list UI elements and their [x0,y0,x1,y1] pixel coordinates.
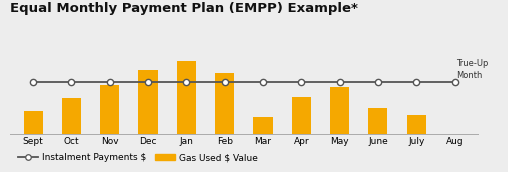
Bar [215,73,234,134]
Text: Equal Monthly Payment Plan (EMPP) Example*: Equal Monthly Payment Plan (EMPP) Exampl… [10,2,358,15]
Bar [330,87,349,134]
Bar [62,98,81,134]
Text: True-Up
Month: True-Up Month [457,60,489,80]
Bar [368,108,388,134]
Bar [253,117,273,134]
Bar [406,115,426,134]
Bar [100,85,119,134]
Bar [139,70,157,134]
Bar [177,61,196,134]
Bar [23,111,43,134]
Bar [292,96,311,134]
Legend: Instalment Payments $, Gas Used $ Value: Instalment Payments $, Gas Used $ Value [15,149,261,166]
